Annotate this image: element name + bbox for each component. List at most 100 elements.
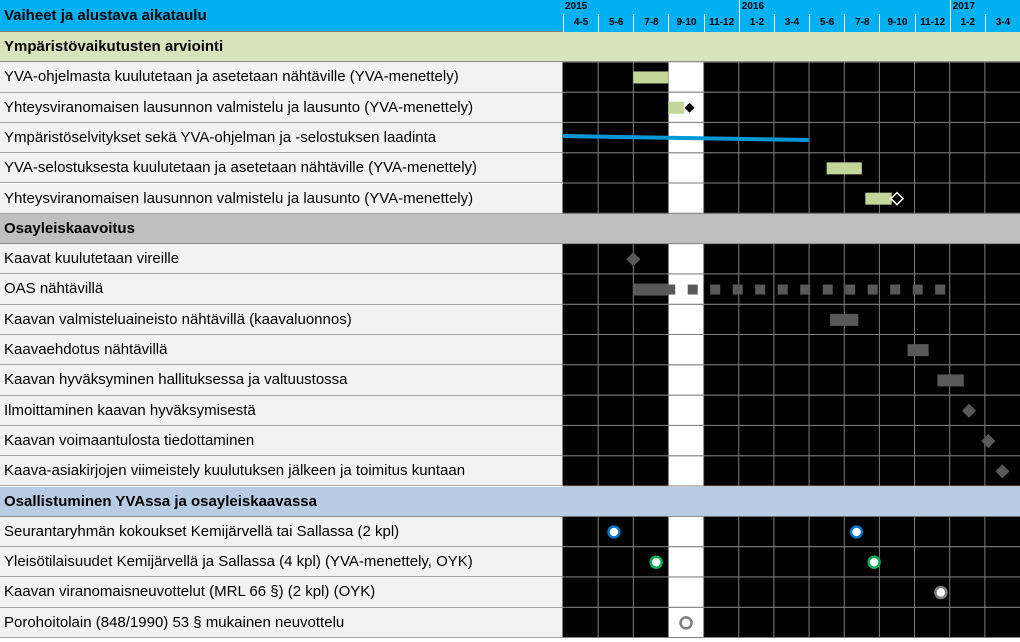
highlight-cell — [668, 547, 704, 578]
period-label: 1-2 — [949, 14, 985, 32]
event-circle — [607, 525, 621, 539]
highlight-cell — [668, 395, 704, 426]
row-background — [563, 577, 1020, 608]
dashed-segment — [867, 284, 878, 295]
highlight-cell — [668, 244, 704, 275]
row-background — [563, 456, 1020, 487]
event-circle — [849, 525, 864, 539]
dashed-segment — [732, 284, 743, 295]
task-label: Yleisötilaisuudet Kemijärvellä ja Sallas… — [0, 547, 563, 578]
period-label: 7-8 — [844, 14, 880, 32]
task-bar — [633, 71, 669, 84]
task-bar — [668, 101, 685, 114]
period-label: 9-10 — [879, 14, 915, 32]
event-circle — [679, 616, 693, 630]
section-header: Osallistuminen YVAssa ja osayleiskaavass… — [0, 486, 1020, 517]
task-label: Seurantaryhmän kokoukset Kemijärvellä ta… — [0, 516, 563, 548]
period-label: 5-6 — [809, 14, 845, 32]
task-bar — [907, 344, 929, 357]
task-label: Kaavan hyväksyminen hallituksessa ja val… — [0, 365, 563, 396]
highlight-cell — [668, 365, 704, 396]
milestone-diamond — [626, 252, 641, 267]
section-header: Osayleiskaavoitus — [0, 213, 1020, 245]
task-label: Kaavan voimaantulosta tiedottaminen — [0, 425, 563, 457]
period-label: 11-12 — [914, 14, 950, 32]
task-label: Yhteysviranomaisen lausunnon valmistelu … — [0, 92, 563, 123]
task-label: Kaavan valmisteluaineisto nähtävillä (ka… — [0, 304, 563, 335]
row-background — [563, 304, 1020, 335]
task-label: Kaava-asiakirjojen viimeistely kuulutuks… — [0, 456, 563, 487]
task-label: YVA-selostuksesta kuulutetaan ja aseteta… — [0, 153, 563, 184]
dashed-segment — [755, 284, 766, 295]
event-circle — [934, 585, 948, 600]
period-label: 5-6 — [598, 14, 634, 32]
task-bar — [937, 374, 964, 387]
dashed-segment — [912, 284, 923, 295]
task-label: OAS nähtävillä — [0, 274, 563, 305]
highlight-cell — [668, 425, 704, 457]
row-background — [563, 153, 1020, 184]
highlight-cell — [668, 456, 704, 487]
period-label: 1-2 — [738, 14, 774, 32]
row-background — [563, 547, 1020, 578]
task-bar — [830, 313, 859, 326]
period-label: 4-5 — [563, 14, 599, 32]
task-label: YVA-ohjelmasta kuulutetaan ja asetetaan … — [0, 62, 563, 93]
period-label: 3-4 — [773, 14, 810, 32]
row-background — [563, 183, 1020, 214]
task-label: Kaavat kuulutetaan vireille — [0, 244, 563, 275]
period-label: 7-8 — [633, 14, 669, 32]
dashed-segment — [665, 284, 676, 295]
period-label: 3-4 — [984, 14, 1020, 32]
row-background — [563, 62, 1020, 93]
highlight-cell — [668, 516, 704, 548]
dashed-segment — [777, 284, 788, 295]
highlight-cell — [668, 304, 704, 335]
task-bar — [633, 283, 669, 296]
dashed-segment — [935, 284, 946, 295]
section-header: Ympäristövaikutusten arviointi — [0, 32, 1020, 63]
highlight-cell — [668, 62, 704, 93]
milestone-diamond — [995, 464, 1010, 479]
row-background — [563, 335, 1020, 366]
task-label: Kaavan viranomaisneuvottelut (MRL 66 §) … — [0, 577, 563, 608]
task-bar — [826, 162, 862, 175]
year-label: 2015 — [563, 0, 739, 14]
task-label: Ympäristöselvitykset sekä YVA-ohjelman j… — [0, 122, 563, 154]
milestone-diamond — [961, 403, 977, 418]
task-label: Ilmoittaminen kaavan hyväksymisestä — [0, 395, 563, 426]
period-label: 11-12 — [703, 14, 739, 32]
dashed-segment — [710, 284, 721, 295]
task-label: Kaavaehdotus nähtävillä — [0, 335, 563, 366]
period-label: 9-10 — [668, 14, 704, 32]
row-background — [563, 425, 1020, 457]
milestone-diamond — [682, 100, 697, 115]
dashed-segment — [890, 284, 901, 295]
highlight-cell — [668, 335, 704, 366]
dashed-segment — [800, 284, 811, 295]
dashed-segment — [687, 284, 698, 295]
milestone-diamond — [889, 191, 905, 206]
highlight-cell — [668, 183, 704, 214]
year-label: 2017 — [949, 0, 1020, 14]
task-label: Porohoitolain (848/1990) 53 § mukainen n… — [0, 607, 563, 638]
event-circle — [649, 555, 663, 569]
chart-title: Vaiheet ja alustava aikataulu — [0, 0, 563, 32]
task-bar — [865, 192, 892, 205]
row-background — [563, 607, 1020, 638]
year-label: 2016 — [738, 0, 950, 14]
highlight-cell — [668, 577, 704, 608]
row-background — [563, 274, 1020, 305]
task-line — [562, 134, 810, 143]
row-background — [563, 395, 1020, 426]
dashed-segment — [845, 284, 856, 295]
dashed-segment — [822, 284, 833, 295]
row-background — [563, 92, 1020, 123]
milestone-diamond — [981, 433, 996, 449]
row-background — [563, 516, 1020, 548]
highlight-cell — [668, 153, 704, 184]
event-circle — [867, 555, 881, 569]
task-label: Yhteysviranomaisen lausunnon valmistelu … — [0, 183, 563, 214]
